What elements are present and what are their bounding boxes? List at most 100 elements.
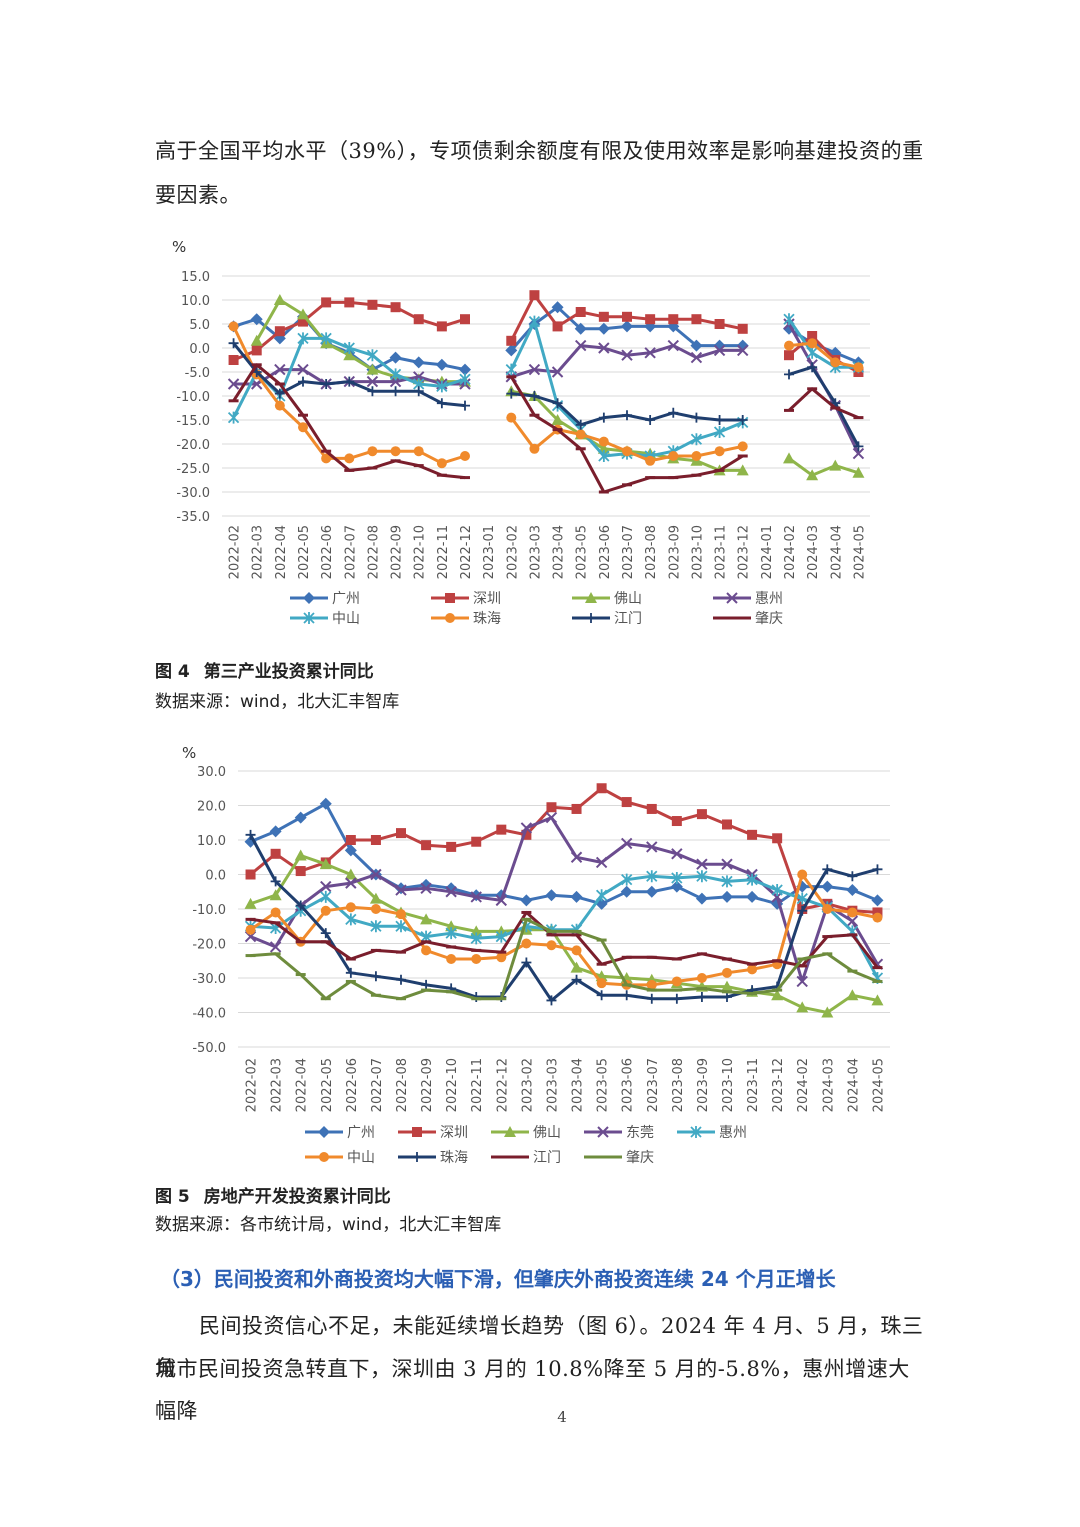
x-tick-label: 2024-03 bbox=[806, 525, 821, 579]
x-tick-label: 2023-12 bbox=[771, 1058, 786, 1112]
x-tick-label: 2022-10 bbox=[445, 1058, 460, 1112]
data-point bbox=[646, 993, 657, 1004]
data-point bbox=[421, 840, 432, 851]
data-point bbox=[646, 979, 657, 990]
data-point bbox=[496, 824, 507, 835]
data-point bbox=[446, 841, 457, 852]
y-tick-label: 5.0 bbox=[189, 318, 210, 333]
series-line bbox=[250, 874, 879, 979]
data-point bbox=[570, 961, 583, 973]
x-tick-label: 2022-08 bbox=[366, 525, 381, 579]
data-point bbox=[721, 890, 733, 903]
data-point bbox=[822, 904, 833, 914]
data-point bbox=[460, 400, 470, 411]
data-point bbox=[274, 326, 285, 337]
data-point bbox=[250, 334, 263, 346]
data-point bbox=[691, 314, 702, 325]
data-point bbox=[436, 398, 447, 409]
data-point bbox=[847, 907, 858, 918]
chart-tertiary-industry-investment: % 15.0 10.0 5.0 0.0 -5.0 -10.0 -15.0 -20.0 -25.0 -… bbox=[172, 238, 870, 627]
data-point bbox=[345, 913, 357, 926]
data-point bbox=[671, 848, 683, 860]
data-point bbox=[552, 398, 563, 409]
data-point bbox=[771, 884, 783, 897]
y-tick-label: -20.0 bbox=[176, 438, 210, 453]
y-axis-unit: % bbox=[182, 744, 196, 762]
data-point bbox=[320, 332, 332, 345]
figure5-caption-num: 图 5 bbox=[155, 1187, 190, 1207]
data-point bbox=[646, 870, 658, 883]
data-point bbox=[620, 885, 633, 898]
data-point bbox=[367, 386, 378, 397]
x-tick-label: 2022-07 bbox=[370, 1058, 385, 1112]
data-point bbox=[691, 412, 702, 423]
y-tick-label: -50.0 bbox=[192, 1041, 226, 1056]
x-tick-label: 2022-09 bbox=[420, 1058, 435, 1112]
legend-marker bbox=[585, 592, 597, 603]
data-point bbox=[344, 297, 355, 308]
data-point bbox=[872, 912, 883, 923]
legend-item: 深圳 bbox=[398, 1125, 468, 1141]
data-point bbox=[772, 833, 783, 844]
data-point bbox=[320, 905, 331, 916]
data-point bbox=[695, 892, 708, 905]
y-tick-label: -10.0 bbox=[176, 390, 210, 405]
data-point bbox=[595, 889, 608, 902]
data-point bbox=[784, 350, 794, 361]
data-point bbox=[552, 321, 563, 332]
data-point bbox=[713, 344, 726, 357]
data-point bbox=[595, 856, 608, 869]
x-tick-label: 2022-11 bbox=[470, 1058, 485, 1112]
y-tick-label: 10.0 bbox=[197, 834, 226, 849]
data-point bbox=[737, 415, 748, 425]
data-point bbox=[390, 302, 401, 313]
legend-marker bbox=[586, 613, 596, 623]
legend-item: 中山 bbox=[290, 611, 360, 627]
data-point bbox=[421, 979, 432, 990]
series-line bbox=[250, 917, 879, 1001]
data-point bbox=[571, 945, 582, 956]
figure4-caption-text: 第三产业投资累计同比 bbox=[203, 662, 374, 682]
legend-label: 佛山 bbox=[614, 591, 642, 607]
data-point bbox=[846, 915, 859, 927]
data-point bbox=[551, 414, 564, 425]
data-point bbox=[435, 358, 448, 371]
data-point bbox=[520, 822, 533, 834]
data-point bbox=[297, 308, 309, 320]
legend-marker bbox=[319, 1152, 329, 1162]
y-tick-label: 30.0 bbox=[197, 765, 226, 780]
data-point bbox=[460, 314, 470, 325]
data-point bbox=[621, 873, 633, 886]
data-point bbox=[797, 869, 808, 880]
data-point bbox=[598, 342, 610, 354]
legend-marker bbox=[597, 1126, 609, 1138]
data-point bbox=[737, 323, 748, 334]
x-tick-label: 2023-03 bbox=[545, 1058, 560, 1112]
legend-item: 肇庆 bbox=[584, 1150, 654, 1166]
legend-label: 广州 bbox=[347, 1125, 375, 1141]
legend-item: 深圳 bbox=[431, 591, 501, 607]
legend-item: 佛山 bbox=[491, 1125, 561, 1141]
data-point bbox=[871, 894, 884, 907]
data-point bbox=[436, 380, 448, 393]
data-point bbox=[345, 877, 357, 889]
data-point bbox=[298, 422, 308, 433]
legend-label: 珠海 bbox=[440, 1150, 468, 1166]
data-point bbox=[367, 446, 378, 457]
data-point bbox=[319, 858, 332, 870]
intro-line-2: 要因素。 bbox=[155, 183, 241, 207]
data-point bbox=[370, 920, 382, 933]
x-tick-label: 2023-08 bbox=[644, 525, 659, 579]
data-point bbox=[370, 904, 381, 914]
section-heading: （3）民间投资和外商投资均大幅下滑，但肇庆外商投资连续 24 个月正增长 bbox=[160, 1267, 836, 1291]
data-point bbox=[459, 363, 471, 376]
legend-item: 广州 bbox=[290, 591, 360, 607]
data-point bbox=[644, 347, 656, 359]
x-tick-label: 2023-03 bbox=[528, 525, 543, 579]
data-point bbox=[395, 920, 407, 933]
data-point bbox=[343, 349, 356, 361]
data-point bbox=[321, 453, 332, 464]
data-point bbox=[244, 835, 257, 848]
data-point bbox=[691, 451, 702, 461]
data-point bbox=[250, 313, 263, 326]
